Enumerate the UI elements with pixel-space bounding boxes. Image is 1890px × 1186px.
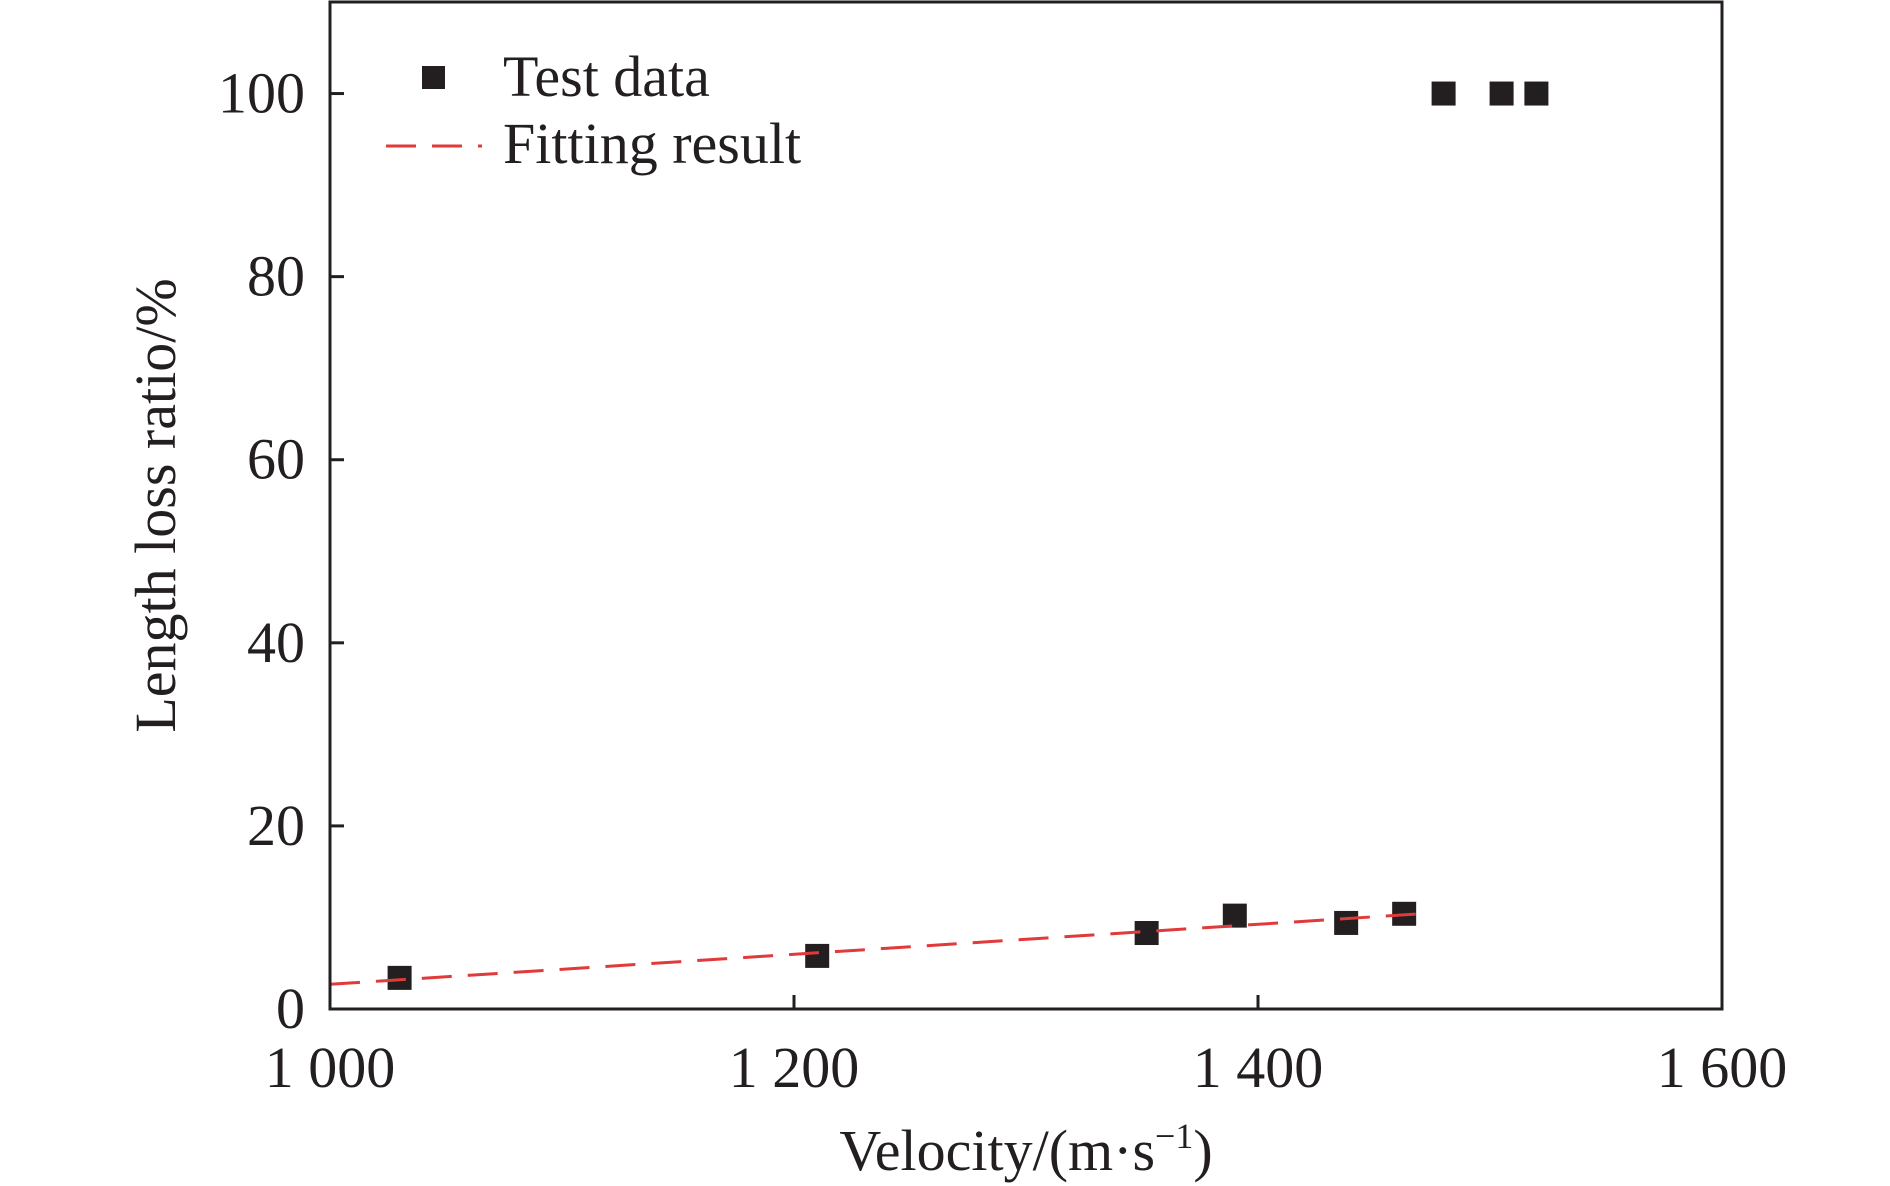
- x-tick-label: 1 000: [265, 1035, 396, 1100]
- x-axis-title-main: Velocity/(m·s: [839, 1118, 1155, 1183]
- x-tick-label: 1 400: [1193, 1035, 1324, 1100]
- y-tick-label: 60: [247, 427, 305, 492]
- y-tick-label: 80: [247, 244, 305, 309]
- x-axis-title: Velocity/(m·s−1): [839, 1116, 1212, 1183]
- test-data-point: [1334, 910, 1359, 935]
- x-axis-title-superscript: −1: [1155, 1116, 1193, 1156]
- y-tick-label: 100: [218, 61, 305, 126]
- legend-test-data-marker: [422, 66, 445, 89]
- test-data-point: [1489, 81, 1514, 106]
- y-tick-label: 20: [247, 793, 305, 858]
- y-tick-label: 0: [276, 976, 305, 1041]
- marks-layer: [329, 81, 1549, 990]
- legend-fitting-result-label: Fitting result: [503, 111, 801, 176]
- x-tick-label: 1 200: [729, 1035, 860, 1100]
- x-tick-label: 1 600: [1657, 1035, 1788, 1100]
- ticks-layer: 1 000 1 200 1 400 1 600 0 20 40 60 80 100: [218, 61, 1787, 1100]
- test-data-point: [805, 943, 830, 968]
- fitting-result-line: [329, 912, 1421, 986]
- legend-test-data-label: Test data: [503, 44, 710, 109]
- test-data-point: [1524, 81, 1549, 106]
- test-data-point: [1222, 903, 1247, 928]
- test-data-point: [1431, 81, 1456, 106]
- y-tick-label: 40: [247, 610, 305, 675]
- x-axis-title-close: ): [1193, 1118, 1212, 1183]
- plot-frame: [328, 0, 1724, 1011]
- y-axis-title: Length loss ratio/%: [123, 278, 188, 732]
- test-data-point: [387, 965, 412, 990]
